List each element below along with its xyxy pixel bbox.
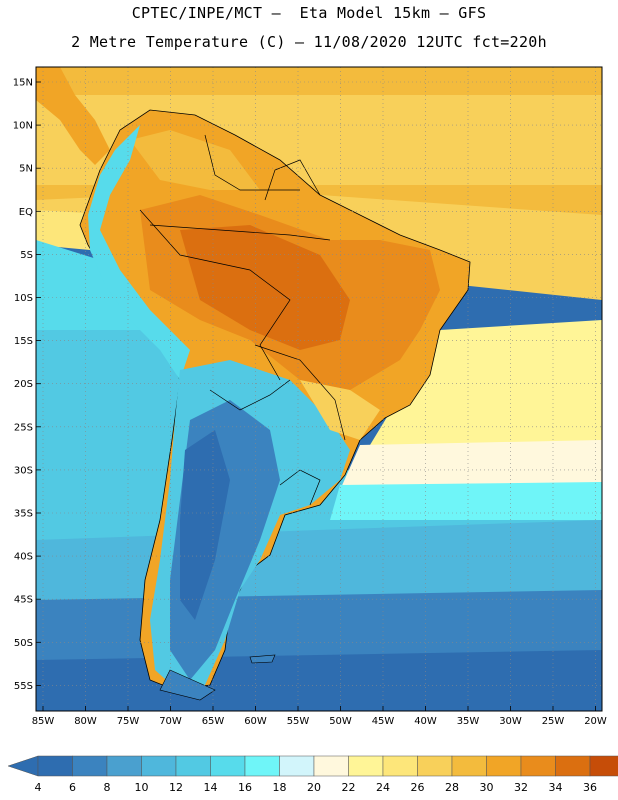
lat-label: 55S	[14, 681, 33, 692]
lat-label: 30S	[14, 465, 33, 476]
lat-label: EQ	[19, 207, 33, 218]
colorbar-label: 8	[104, 781, 111, 794]
lat-label: 15S	[14, 336, 33, 347]
colorbar-swatch	[589, 755, 618, 777]
latitude-labels: 15N 10N 5N EQ 5S 10S 15S 20S 25S 30S 35S 40S 45S 50S 5…	[13, 78, 41, 692]
lon-label: 35W	[457, 716, 480, 727]
colorbar-label: 36	[583, 781, 597, 794]
andes-north	[88, 125, 190, 380]
colorbar-label: 20	[307, 781, 321, 794]
colorbar-swatch	[417, 755, 453, 777]
ocean-band	[36, 590, 602, 660]
lon-label: 45W	[372, 716, 395, 727]
lon-label: 25W	[542, 716, 565, 727]
colorbar-swatch	[486, 755, 522, 777]
colorbar-swatch	[72, 755, 108, 777]
colorbar-label: 26	[411, 781, 425, 794]
colorbar-label: 12	[169, 781, 183, 794]
colorbar-label: 6	[69, 781, 76, 794]
ocean-band	[340, 440, 602, 490]
lon-label: 85W	[32, 716, 55, 727]
colorbar-label: 32	[514, 781, 528, 794]
lon-label: 65W	[202, 716, 225, 727]
colorbar-label: 28	[445, 781, 459, 794]
colorbar-label: 34	[549, 781, 563, 794]
map-frame	[35, 66, 603, 712]
colorbar-swatch	[141, 755, 177, 777]
colorbar-swatch	[106, 755, 142, 777]
lon-label: 55W	[287, 716, 310, 727]
lon-label: 20W	[584, 716, 607, 727]
longitude-labels: 85W 80W 75W 70W 65W 60W 55W 50W 45W 40W 35W 30W 25W 2…	[32, 706, 607, 727]
lon-label: 75W	[117, 716, 140, 727]
title-line-1: CPTEC/INPE/MCT – Eta Model 15km – GFS	[131, 4, 487, 22]
lon-label: 30W	[499, 716, 522, 727]
colorbar-swatch	[313, 755, 349, 777]
north-region	[130, 130, 260, 190]
colorbar-swatch	[555, 755, 591, 777]
colorbar-label: 22	[342, 781, 356, 794]
lon-label: 70W	[159, 716, 182, 727]
south-brazil	[300, 380, 380, 440]
colorbar-label: 18	[273, 781, 287, 794]
graticule	[36, 67, 602, 711]
colorbar-swatch	[382, 755, 418, 777]
hottest-core	[180, 225, 350, 350]
colorbar-left-arrow	[7, 755, 39, 777]
lat-label: 35S	[14, 509, 33, 520]
tierra-del-fuego	[159, 669, 216, 701]
lon-label: 60W	[244, 716, 267, 727]
lon-label: 40W	[414, 716, 437, 727]
colorbar-swatch	[175, 755, 211, 777]
lat-label: 45S	[14, 595, 33, 606]
colorbar-swatch	[348, 755, 384, 777]
colorbar-swatch	[37, 755, 73, 777]
lat-label: 15N	[13, 78, 33, 89]
lat-label: 40S	[14, 552, 33, 563]
colorbar-label: 10	[135, 781, 149, 794]
lat-label: 5S	[20, 250, 33, 261]
colorbar-label: 16	[238, 781, 252, 794]
colorbar-swatch	[210, 755, 246, 777]
lat-label: 10S	[14, 293, 33, 304]
colorbar-label: 4	[35, 781, 42, 794]
colorbar-label: 14	[204, 781, 218, 794]
falkland-islands	[249, 654, 276, 664]
ocean-band	[330, 482, 602, 520]
lat-label: 5N	[19, 164, 33, 175]
lat-label: 25S	[14, 422, 33, 433]
colorbar-swatch	[279, 755, 315, 777]
colorbar-label: 30	[480, 781, 494, 794]
lat-label: 20S	[14, 379, 33, 390]
map-area	[36, 67, 602, 711]
colorbar-swatch	[520, 755, 556, 777]
colorbar-label: 24	[376, 781, 390, 794]
lon-label: 50W	[329, 716, 352, 727]
lon-label: 80W	[74, 716, 97, 727]
colorbar-swatch	[451, 755, 487, 777]
country-borders	[139, 134, 346, 506]
central-america	[36, 67, 110, 165]
colorbar-swatch	[244, 755, 280, 777]
title-line-2: 2 Metre Temperature (C) – 11/08/2020 12U…	[71, 33, 547, 51]
andes-south	[180, 430, 230, 620]
lat-label: 10N	[13, 121, 33, 132]
lat-label: 50S	[14, 638, 33, 649]
colorbar: 468101214161820222426283032343638	[7, 755, 618, 794]
